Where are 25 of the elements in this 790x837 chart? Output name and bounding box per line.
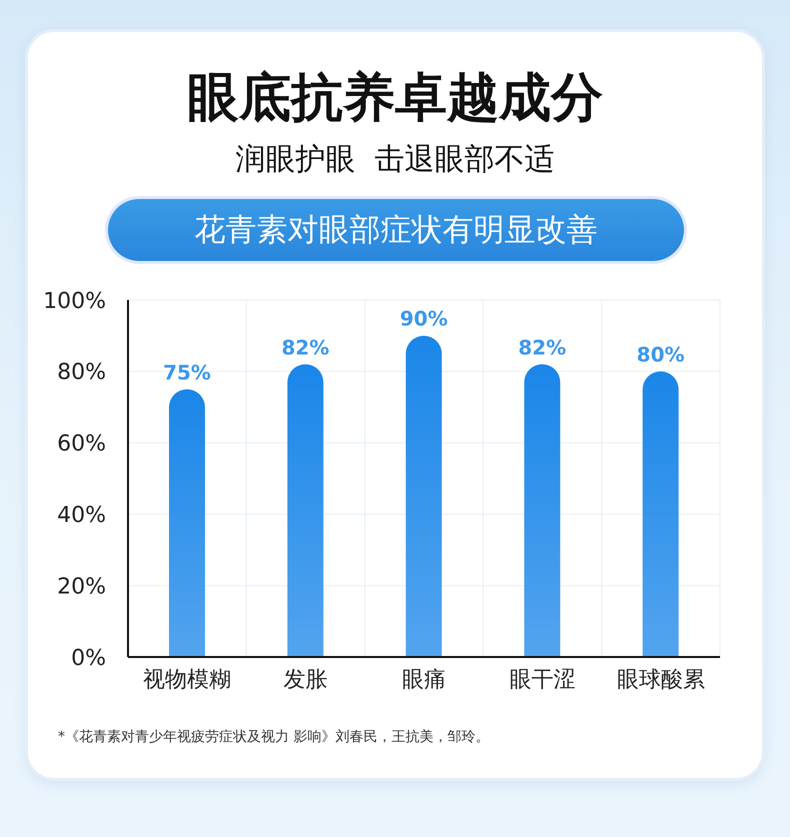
y-tick-label: 40%	[57, 503, 106, 528]
y-tick-label: 80%	[57, 360, 106, 386]
y-tick-label: 0%	[71, 646, 106, 671]
data-label: 75%	[163, 360, 211, 384]
data-label: 90%	[400, 306, 448, 331]
bar	[406, 336, 442, 657]
bar	[642, 371, 679, 657]
x-tick-label: 发胀	[284, 668, 328, 693]
x-tick-label: 视物模糊	[143, 668, 232, 693]
x-tick-label: 眼球酸累	[616, 668, 705, 693]
data-label: 80%	[636, 342, 685, 366]
bar	[524, 364, 560, 657]
text: 花青素对眼部症状有明显改善	[108, 199, 684, 261]
bar	[287, 364, 324, 657]
y-tick-label: 100%	[43, 288, 106, 314]
y-tick-label: 20%	[57, 574, 106, 600]
data-label: 82%	[281, 335, 330, 360]
x-tick-label: 眼痛	[402, 668, 446, 693]
bar	[169, 389, 205, 657]
x-tick-label: 眼干涩	[509, 668, 576, 693]
text: *《花青素对青少年视疲劳症状及视力 影响》刘春民，王抗美，邹玲。	[58, 728, 490, 747]
data-label: 82%	[518, 335, 566, 360]
chart-title: 眼底抗养卓越成分	[186, 67, 604, 130]
chart-subtitle: 润眼护眼 击退眼部不适	[234, 141, 556, 179]
y-tick-label: 60%	[57, 432, 106, 457]
